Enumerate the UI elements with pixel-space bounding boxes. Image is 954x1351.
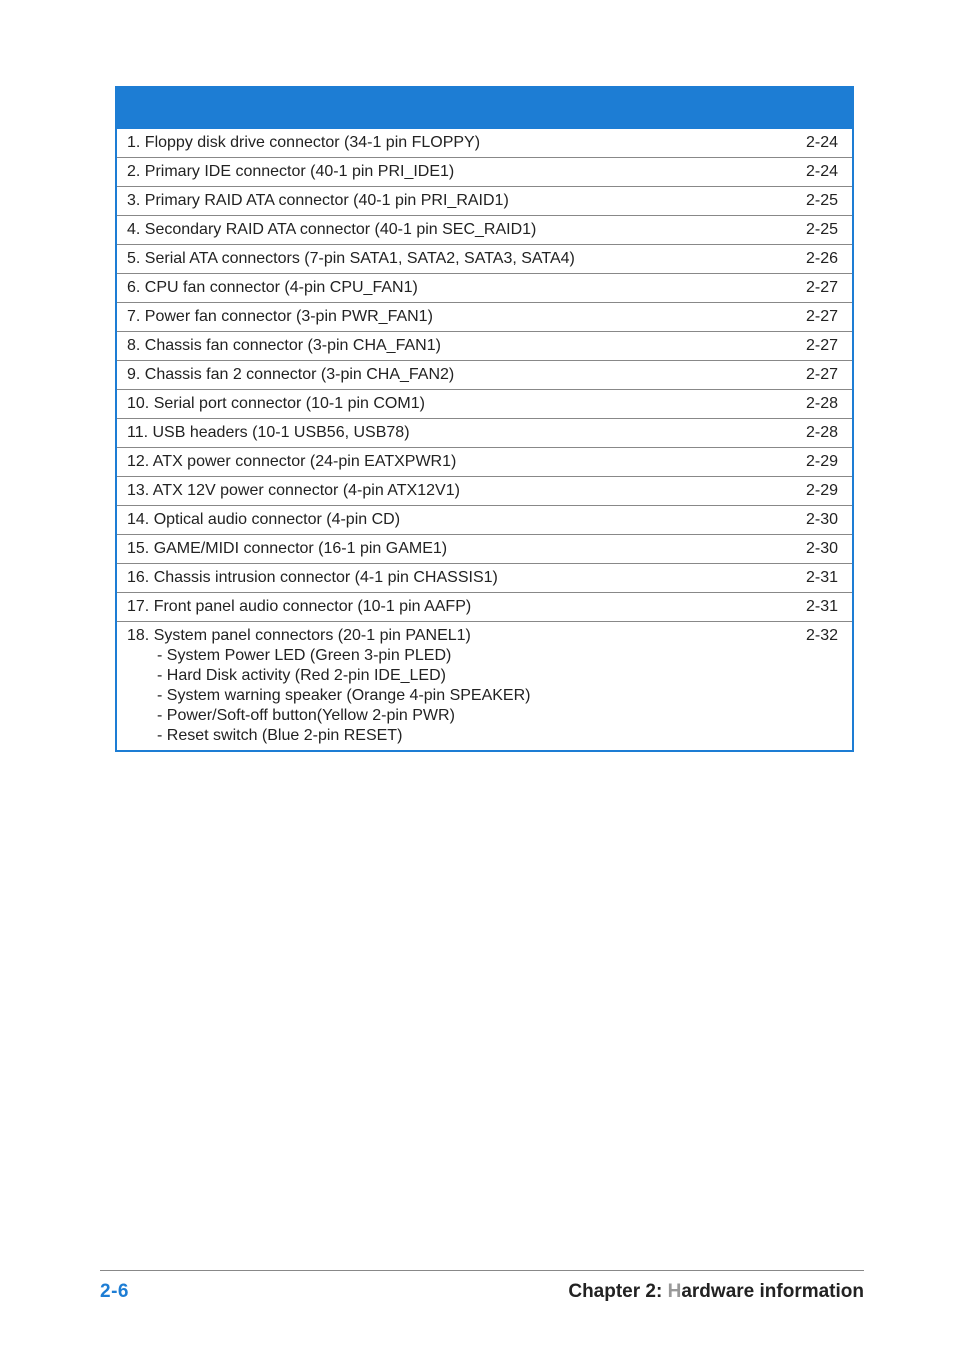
chapter-rest: ardware information bbox=[681, 1281, 864, 1302]
table-row: 9. Chassis fan 2 connector (3-pin CHA_FA… bbox=[116, 361, 853, 390]
connector-subitem: - Reset switch (Blue 2-pin RESET) bbox=[157, 726, 777, 746]
table-row: 3. Primary RAID ATA connector (40-1 pin … bbox=[116, 187, 853, 216]
connector-page-ref: 2-26 bbox=[783, 245, 853, 274]
table-row: 13. ATX 12V power connector (4-pin ATX12… bbox=[116, 477, 853, 506]
connector-page-ref: 2-28 bbox=[783, 419, 853, 448]
connector-page-ref: 2-27 bbox=[783, 303, 853, 332]
connector-page-ref: 2-27 bbox=[783, 332, 853, 361]
table-header-bar bbox=[116, 87, 853, 129]
connector-label: 7. Power fan connector (3-pin PWR_FAN1) bbox=[116, 303, 783, 332]
connector-page-ref: 2-31 bbox=[783, 564, 853, 593]
chapter-title: Chapter 2: Hardware information bbox=[568, 1281, 864, 1303]
connector-page-ref: 2-30 bbox=[783, 535, 853, 564]
connector-label: 14. Optical audio connector (4-pin CD) bbox=[116, 506, 783, 535]
table-row: 10. Serial port connector (10-1 pin COM1… bbox=[116, 390, 853, 419]
connector-page-ref: 2-25 bbox=[783, 216, 853, 245]
connector-page-ref: 2-29 bbox=[783, 477, 853, 506]
table-row: 5. Serial ATA connectors (7-pin SATA1, S… bbox=[116, 245, 853, 274]
connector-label: 1. Floppy disk drive connector (34-1 pin… bbox=[116, 129, 783, 158]
connector-label: 18. System panel connectors (20-1 pin PA… bbox=[116, 622, 783, 752]
chapter-prefix: Chapter 2: bbox=[568, 1281, 667, 1302]
connector-label: 16. Chassis intrusion connector (4-1 pin… bbox=[116, 564, 783, 593]
connector-page-ref: 2-29 bbox=[783, 448, 853, 477]
connector-label: 11. USB headers (10-1 USB56, USB78) bbox=[116, 419, 783, 448]
connector-page-ref: 2-25 bbox=[783, 187, 853, 216]
connector-page-ref: 2-31 bbox=[783, 593, 853, 622]
table-row: 2. Primary IDE connector (40-1 pin PRI_I… bbox=[116, 158, 853, 187]
table-row: 15. GAME/MIDI connector (16-1 pin GAME1)… bbox=[116, 535, 853, 564]
connector-label: 3. Primary RAID ATA connector (40-1 pin … bbox=[116, 187, 783, 216]
table-row: 4. Secondary RAID ATA connector (40-1 pi… bbox=[116, 216, 853, 245]
connector-subitems: - System Power LED (Green 3-pin PLED)- H… bbox=[127, 646, 777, 746]
connector-label: 15. GAME/MIDI connector (16-1 pin GAME1) bbox=[116, 535, 783, 564]
table-row: 7. Power fan connector (3-pin PWR_FAN1)2… bbox=[116, 303, 853, 332]
table-row: 17. Front panel audio connector (10-1 pi… bbox=[116, 593, 853, 622]
connector-subitem: - Power/Soft-off button(Yellow 2-pin PWR… bbox=[157, 706, 777, 726]
footer-rule bbox=[100, 1270, 864, 1271]
connector-label: 13. ATX 12V power connector (4-pin ATX12… bbox=[116, 477, 783, 506]
connector-label: 2. Primary IDE connector (40-1 pin PRI_I… bbox=[116, 158, 783, 187]
connectors-table: 1. Floppy disk drive connector (34-1 pin… bbox=[115, 86, 854, 752]
connector-page-ref: 2-28 bbox=[783, 390, 853, 419]
table-row: 6. CPU fan connector (4-pin CPU_FAN1)2-2… bbox=[116, 274, 853, 303]
connector-page-ref: 2-27 bbox=[783, 361, 853, 390]
connector-label: 5. Serial ATA connectors (7-pin SATA1, S… bbox=[116, 245, 783, 274]
connector-label: 12. ATX power connector (24-pin EATXPWR1… bbox=[116, 448, 783, 477]
connector-subitem: - System Power LED (Green 3-pin PLED) bbox=[157, 646, 777, 666]
connector-subitem: - Hard Disk activity (Red 2-pin IDE_LED) bbox=[157, 666, 777, 686]
connector-label: 9. Chassis fan 2 connector (3-pin CHA_FA… bbox=[116, 361, 783, 390]
connector-label: 8. Chassis fan connector (3-pin CHA_FAN1… bbox=[116, 332, 783, 361]
page-number: 2-6 bbox=[100, 1281, 129, 1303]
table-row: 18. System panel connectors (20-1 pin PA… bbox=[116, 622, 853, 752]
connector-page-ref: 2-27 bbox=[783, 274, 853, 303]
table-row: 1. Floppy disk drive connector (34-1 pin… bbox=[116, 129, 853, 158]
connector-main-label: 18. System panel connectors (20-1 pin PA… bbox=[127, 626, 777, 646]
connector-page-ref: 2-30 bbox=[783, 506, 853, 535]
connector-subitem: - System warning speaker (Orange 4-pin S… bbox=[157, 686, 777, 706]
table-row: 11. USB headers (10-1 USB56, USB78)2-28 bbox=[116, 419, 853, 448]
table-row: 16. Chassis intrusion connector (4-1 pin… bbox=[116, 564, 853, 593]
connector-label: 10. Serial port connector (10-1 pin COM1… bbox=[116, 390, 783, 419]
connector-label: 6. CPU fan connector (4-pin CPU_FAN1) bbox=[116, 274, 783, 303]
connector-label: 4. Secondary RAID ATA connector (40-1 pi… bbox=[116, 216, 783, 245]
chapter-light-letter: H bbox=[668, 1281, 682, 1302]
connector-page-ref: 2-24 bbox=[783, 129, 853, 158]
connector-label: 17. Front panel audio connector (10-1 pi… bbox=[116, 593, 783, 622]
table-row: 8. Chassis fan connector (3-pin CHA_FAN1… bbox=[116, 332, 853, 361]
connector-page-ref: 2-24 bbox=[783, 158, 853, 187]
table-row: 14. Optical audio connector (4-pin CD)2-… bbox=[116, 506, 853, 535]
page-footer: 2-6 Chapter 2: Hardware information bbox=[100, 1270, 864, 1303]
connector-page-ref: 2-32 bbox=[783, 622, 853, 752]
table-row: 12. ATX power connector (24-pin EATXPWR1… bbox=[116, 448, 853, 477]
